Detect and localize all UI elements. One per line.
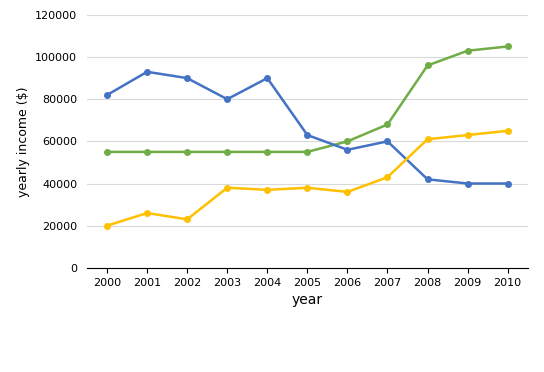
Bolo Cakery: [504, 129, 511, 133]
Mari Bakeshop: [384, 139, 391, 144]
Bolo Cakery: [184, 217, 190, 222]
Amandine Bakery: [384, 122, 391, 127]
Mari Bakeshop: [184, 76, 190, 80]
Amandine Bakery: [264, 150, 270, 154]
Line: Bolo Cakery: Bolo Cakery: [104, 128, 510, 228]
Mari Bakeshop: [465, 181, 471, 186]
Bolo Cakery: [344, 190, 351, 194]
Mari Bakeshop: [264, 76, 270, 80]
Bolo Cakery: [224, 186, 231, 190]
Legend: Amandine Bakery, Mari Bakeshop, Bolo Cakery: Amandine Bakery, Mari Bakeshop, Bolo Cak…: [123, 370, 492, 372]
Bolo Cakery: [264, 187, 270, 192]
Amandine Bakery: [304, 150, 311, 154]
Mari Bakeshop: [304, 133, 311, 137]
Mari Bakeshop: [344, 148, 351, 152]
Mari Bakeshop: [224, 97, 231, 102]
Line: Amandine Bakery: Amandine Bakery: [104, 44, 510, 155]
Bolo Cakery: [304, 186, 311, 190]
Mari Bakeshop: [504, 181, 511, 186]
Amandine Bakery: [144, 150, 150, 154]
X-axis label: year: year: [292, 293, 323, 307]
Bolo Cakery: [144, 211, 150, 215]
Mari Bakeshop: [144, 70, 150, 74]
Bolo Cakery: [104, 224, 110, 228]
Bolo Cakery: [465, 133, 471, 137]
Bolo Cakery: [384, 175, 391, 179]
Amandine Bakery: [465, 48, 471, 53]
Amandine Bakery: [424, 63, 431, 68]
Bolo Cakery: [424, 137, 431, 141]
Line: Mari Bakeshop: Mari Bakeshop: [104, 69, 510, 186]
Y-axis label: yearly income ($): yearly income ($): [17, 86, 29, 197]
Mari Bakeshop: [424, 177, 431, 182]
Amandine Bakery: [504, 44, 511, 49]
Amandine Bakery: [344, 139, 351, 144]
Amandine Bakery: [104, 150, 110, 154]
Amandine Bakery: [224, 150, 231, 154]
Mari Bakeshop: [104, 93, 110, 97]
Amandine Bakery: [184, 150, 190, 154]
